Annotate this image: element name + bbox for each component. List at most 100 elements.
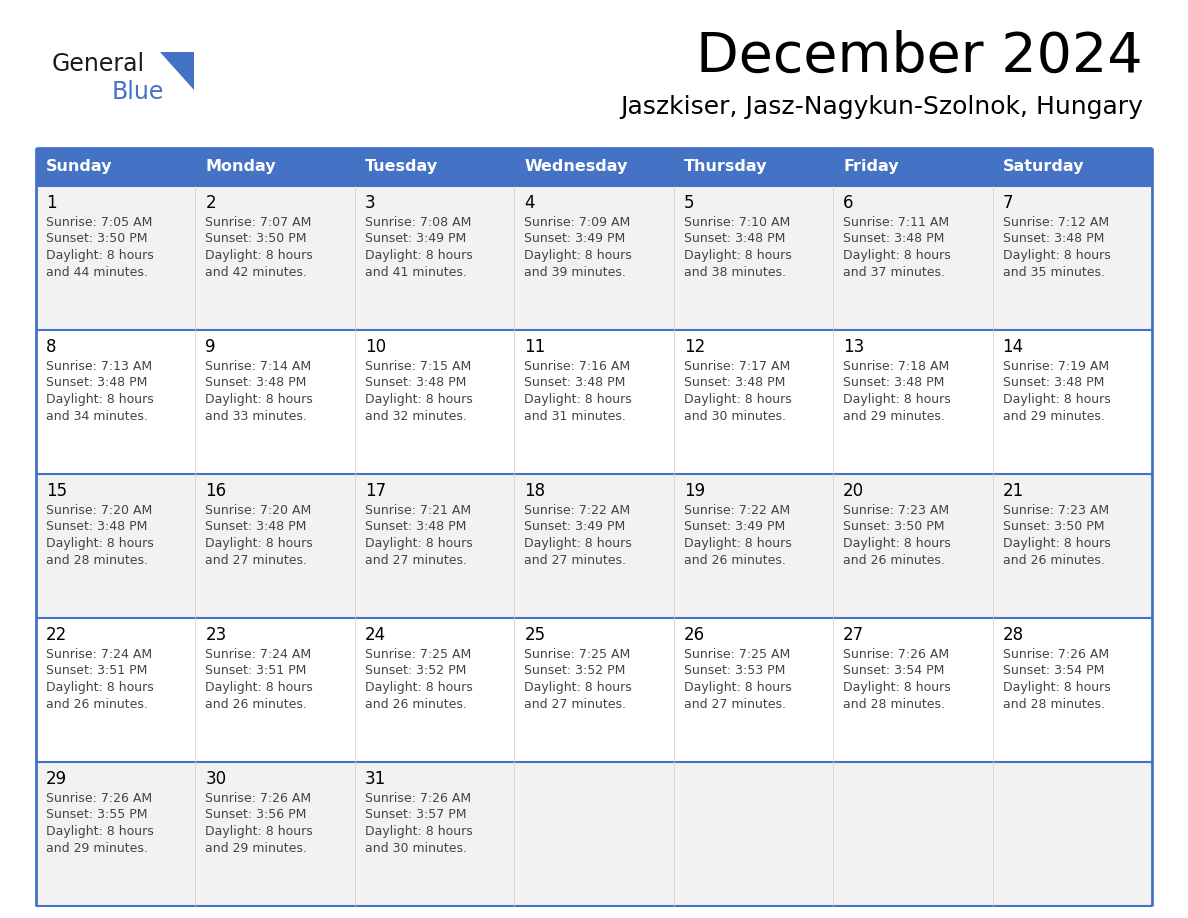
Text: 28: 28	[1003, 626, 1024, 644]
Text: Thursday: Thursday	[684, 160, 767, 174]
Text: 9: 9	[206, 338, 216, 356]
Text: 15: 15	[46, 482, 68, 500]
Text: and 26 minutes.: and 26 minutes.	[365, 698, 467, 711]
Text: and 33 minutes.: and 33 minutes.	[206, 409, 308, 422]
Text: 24: 24	[365, 626, 386, 644]
Text: Sunset: 3:53 PM: Sunset: 3:53 PM	[684, 665, 785, 677]
Text: and 39 minutes.: and 39 minutes.	[524, 265, 626, 278]
Text: 17: 17	[365, 482, 386, 500]
Text: Daylight: 8 hours: Daylight: 8 hours	[843, 249, 950, 262]
Text: and 26 minutes.: and 26 minutes.	[1003, 554, 1105, 566]
Text: and 44 minutes.: and 44 minutes.	[46, 265, 147, 278]
Text: Sunset: 3:51 PM: Sunset: 3:51 PM	[206, 665, 307, 677]
Text: Sunrise: 7:26 AM: Sunrise: 7:26 AM	[46, 792, 152, 805]
Text: 27: 27	[843, 626, 864, 644]
Text: 20: 20	[843, 482, 864, 500]
Text: 26: 26	[684, 626, 704, 644]
Text: Sunset: 3:55 PM: Sunset: 3:55 PM	[46, 809, 147, 822]
Text: Sunset: 3:57 PM: Sunset: 3:57 PM	[365, 809, 467, 822]
Text: and 26 minutes.: and 26 minutes.	[206, 698, 308, 711]
Text: Sunset: 3:48 PM: Sunset: 3:48 PM	[46, 521, 147, 533]
Text: Daylight: 8 hours: Daylight: 8 hours	[46, 249, 153, 262]
Text: Daylight: 8 hours: Daylight: 8 hours	[524, 249, 632, 262]
Text: Sunrise: 7:25 AM: Sunrise: 7:25 AM	[524, 648, 631, 661]
Bar	[36, 618, 1152, 762]
Text: Daylight: 8 hours: Daylight: 8 hours	[206, 537, 314, 550]
Text: Daylight: 8 hours: Daylight: 8 hours	[524, 681, 632, 694]
Text: Sunrise: 7:14 AM: Sunrise: 7:14 AM	[206, 360, 311, 373]
Text: Sunrise: 7:21 AM: Sunrise: 7:21 AM	[365, 504, 470, 517]
Text: Blue: Blue	[112, 80, 164, 104]
Text: 14: 14	[1003, 338, 1024, 356]
Text: 2: 2	[206, 194, 216, 212]
Text: Daylight: 8 hours: Daylight: 8 hours	[46, 393, 153, 406]
Text: Sunset: 3:48 PM: Sunset: 3:48 PM	[365, 521, 466, 533]
Text: and 26 minutes.: and 26 minutes.	[843, 554, 944, 566]
Text: Daylight: 8 hours: Daylight: 8 hours	[206, 825, 314, 838]
Text: Sunset: 3:54 PM: Sunset: 3:54 PM	[1003, 665, 1104, 677]
Text: Daylight: 8 hours: Daylight: 8 hours	[843, 537, 950, 550]
Text: Daylight: 8 hours: Daylight: 8 hours	[365, 825, 473, 838]
Text: Friday: Friday	[843, 160, 899, 174]
Text: Daylight: 8 hours: Daylight: 8 hours	[206, 681, 314, 694]
Text: Sunset: 3:48 PM: Sunset: 3:48 PM	[524, 376, 626, 389]
Text: and 32 minutes.: and 32 minutes.	[365, 409, 467, 422]
Text: Sunrise: 7:11 AM: Sunrise: 7:11 AM	[843, 216, 949, 229]
Text: and 27 minutes.: and 27 minutes.	[684, 698, 785, 711]
Text: 5: 5	[684, 194, 694, 212]
Text: Sunset: 3:56 PM: Sunset: 3:56 PM	[206, 809, 307, 822]
Text: Sunset: 3:52 PM: Sunset: 3:52 PM	[365, 665, 466, 677]
Text: and 28 minutes.: and 28 minutes.	[843, 698, 946, 711]
Text: and 42 minutes.: and 42 minutes.	[206, 265, 308, 278]
Text: 6: 6	[843, 194, 854, 212]
Text: Daylight: 8 hours: Daylight: 8 hours	[1003, 249, 1111, 262]
Text: 4: 4	[524, 194, 535, 212]
Bar	[36, 148, 1152, 186]
Text: Sunday: Sunday	[46, 160, 113, 174]
Text: and 28 minutes.: and 28 minutes.	[46, 554, 148, 566]
Text: 30: 30	[206, 770, 227, 788]
Text: Tuesday: Tuesday	[365, 160, 438, 174]
Text: and 26 minutes.: and 26 minutes.	[46, 698, 147, 711]
Text: 29: 29	[46, 770, 68, 788]
Text: and 29 minutes.: and 29 minutes.	[1003, 409, 1105, 422]
Text: and 26 minutes.: and 26 minutes.	[684, 554, 785, 566]
Text: Daylight: 8 hours: Daylight: 8 hours	[1003, 681, 1111, 694]
Text: 16: 16	[206, 482, 227, 500]
Text: Sunset: 3:50 PM: Sunset: 3:50 PM	[206, 232, 307, 245]
Text: Sunrise: 7:20 AM: Sunrise: 7:20 AM	[46, 504, 152, 517]
Text: and 29 minutes.: and 29 minutes.	[46, 842, 147, 855]
Text: Daylight: 8 hours: Daylight: 8 hours	[1003, 393, 1111, 406]
Text: Daylight: 8 hours: Daylight: 8 hours	[365, 681, 473, 694]
Text: Daylight: 8 hours: Daylight: 8 hours	[524, 393, 632, 406]
Text: 11: 11	[524, 338, 545, 356]
Text: Daylight: 8 hours: Daylight: 8 hours	[524, 537, 632, 550]
Text: 10: 10	[365, 338, 386, 356]
Text: Daylight: 8 hours: Daylight: 8 hours	[843, 393, 950, 406]
Text: Sunset: 3:49 PM: Sunset: 3:49 PM	[524, 232, 626, 245]
Text: Sunrise: 7:25 AM: Sunrise: 7:25 AM	[684, 648, 790, 661]
Text: and 30 minutes.: and 30 minutes.	[365, 842, 467, 855]
Text: Sunrise: 7:22 AM: Sunrise: 7:22 AM	[684, 504, 790, 517]
Text: and 28 minutes.: and 28 minutes.	[1003, 698, 1105, 711]
Text: and 27 minutes.: and 27 minutes.	[206, 554, 308, 566]
Text: Daylight: 8 hours: Daylight: 8 hours	[46, 537, 153, 550]
Text: Daylight: 8 hours: Daylight: 8 hours	[46, 681, 153, 694]
Text: Daylight: 8 hours: Daylight: 8 hours	[365, 249, 473, 262]
Text: Sunrise: 7:24 AM: Sunrise: 7:24 AM	[46, 648, 152, 661]
Text: Sunset: 3:48 PM: Sunset: 3:48 PM	[843, 232, 944, 245]
Text: Sunrise: 7:23 AM: Sunrise: 7:23 AM	[1003, 504, 1108, 517]
Text: Daylight: 8 hours: Daylight: 8 hours	[365, 537, 473, 550]
Text: Sunrise: 7:20 AM: Sunrise: 7:20 AM	[206, 504, 311, 517]
Text: Sunrise: 7:19 AM: Sunrise: 7:19 AM	[1003, 360, 1108, 373]
Text: and 41 minutes.: and 41 minutes.	[365, 265, 467, 278]
Text: Sunrise: 7:23 AM: Sunrise: 7:23 AM	[843, 504, 949, 517]
Text: Sunset: 3:48 PM: Sunset: 3:48 PM	[1003, 232, 1104, 245]
Text: 25: 25	[524, 626, 545, 644]
Text: Sunset: 3:50 PM: Sunset: 3:50 PM	[1003, 521, 1104, 533]
Text: Daylight: 8 hours: Daylight: 8 hours	[684, 249, 791, 262]
Text: Daylight: 8 hours: Daylight: 8 hours	[365, 393, 473, 406]
Text: Daylight: 8 hours: Daylight: 8 hours	[684, 537, 791, 550]
Text: Daylight: 8 hours: Daylight: 8 hours	[206, 393, 314, 406]
Bar	[36, 762, 1152, 906]
